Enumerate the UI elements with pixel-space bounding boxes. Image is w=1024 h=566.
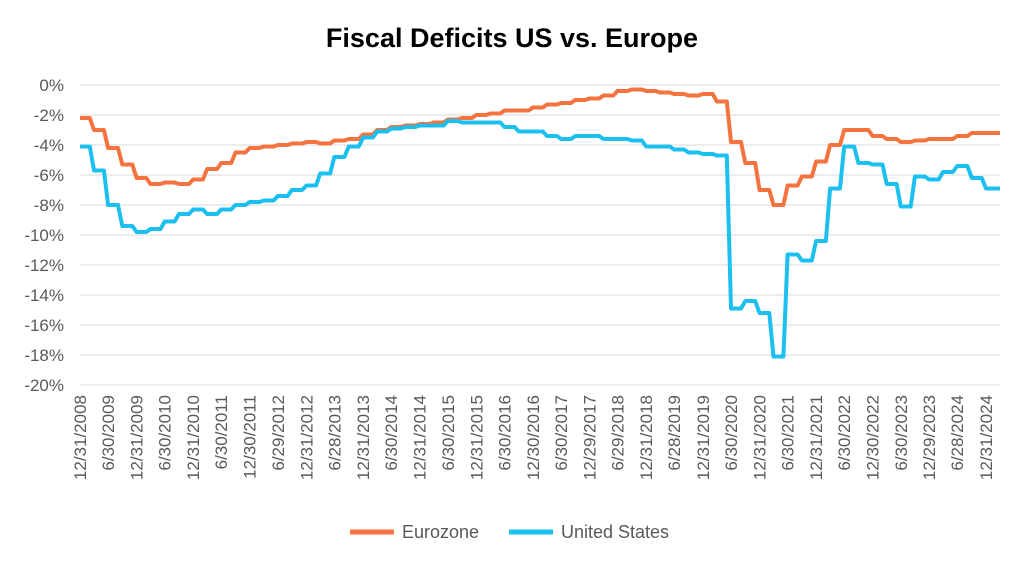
x-tick-label: 6/29/2018 [609, 395, 628, 471]
x-tick-label: 6/28/2013 [325, 395, 344, 471]
x-tick-label: 12/31/2008 [71, 395, 90, 480]
series-lines [80, 87, 1000, 359]
x-tick-label: 12/30/2016 [524, 395, 543, 480]
x-tick-label: 12/31/2021 [807, 395, 826, 480]
series-line-united-states [80, 119, 1000, 359]
x-tick-label: 6/28/2024 [948, 395, 967, 471]
x-tick-label: 12/31/2018 [637, 395, 656, 480]
legend-label-united-states: United States [561, 522, 669, 542]
y-axis-ticks: 0% -2% -4% -6% -8% -10% -12% -14% -16% -18% -20% [24, 76, 64, 395]
series-line-eurozone [80, 87, 1000, 207]
x-tick-label: 12/31/2024 [977, 395, 996, 480]
y-tick-label: -4% [34, 136, 64, 155]
y-tick-label: -20% [24, 376, 64, 395]
y-tick-label: -18% [24, 346, 64, 365]
y-tick-label: 0% [39, 76, 64, 95]
x-tick-label: 6/30/2015 [439, 395, 458, 471]
x-tick-label: 6/30/2014 [382, 395, 401, 471]
x-tick-label: 6/30/2009 [99, 395, 118, 471]
y-tick-label: -14% [24, 286, 64, 305]
x-tick-label: 6/30/2010 [156, 395, 175, 471]
x-tick-label: 12/30/2011 [241, 395, 260, 479]
legend-label-eurozone: Eurozone [402, 522, 479, 542]
x-tick-label: 12/29/2017 [580, 395, 599, 480]
legend: Eurozone United States [350, 522, 669, 542]
x-tick-label: 6/30/2017 [552, 395, 571, 471]
x-tick-label: 12/30/2022 [864, 395, 883, 480]
x-tick-label: 12/31/2009 [128, 395, 147, 480]
x-tick-label: 6/28/2019 [665, 395, 684, 471]
x-tick-label: 12/31/2015 [467, 395, 486, 480]
chart-title: Fiscal Deficits US vs. Europe [326, 23, 698, 53]
y-tick-label: -10% [24, 226, 64, 245]
x-tick-label: 6/30/2020 [722, 395, 741, 471]
y-tick-label: -2% [34, 106, 64, 125]
x-tick-label: 12/31/2012 [298, 395, 317, 480]
x-tick-label: 12/31/2019 [694, 395, 713, 480]
x-tick-label: 6/29/2012 [269, 395, 288, 471]
x-tick-label: 12/31/2020 [751, 395, 770, 480]
x-tick-label: 6/30/2011 [212, 395, 231, 469]
x-tick-label: 6/30/2021 [779, 395, 798, 471]
y-tick-label: -6% [34, 166, 64, 185]
x-axis-ticks: 12/31/2008 6/30/2009 12/31/2009 6/30/2010 12… [71, 395, 996, 480]
y-tick-label: -8% [34, 196, 64, 215]
x-tick-label: 12/31/2010 [184, 395, 203, 480]
x-tick-label: 12/31/2013 [354, 395, 373, 480]
x-tick-label: 6/30/2016 [495, 395, 514, 471]
gridlines [80, 84, 1000, 386]
y-tick-label: -12% [24, 256, 64, 275]
x-tick-label: 6/30/2022 [835, 395, 854, 471]
y-tick-label: -16% [24, 316, 64, 335]
x-tick-label: 12/31/2014 [411, 395, 430, 480]
x-tick-label: 6/30/2023 [892, 395, 911, 471]
x-tick-label: 12/29/2023 [920, 395, 939, 480]
